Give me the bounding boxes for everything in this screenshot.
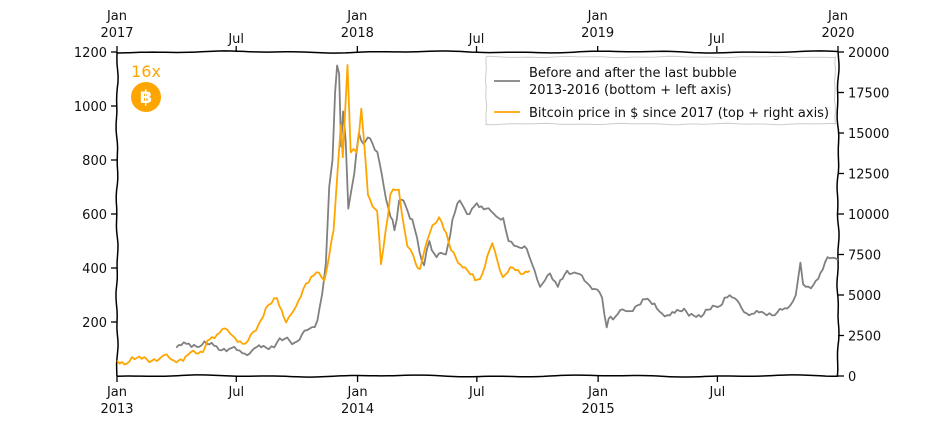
bitcoin-symbol: ฿ bbox=[140, 87, 153, 108]
bottom-tick-label: Jan bbox=[587, 385, 608, 400]
right-tick-label: 5000 bbox=[848, 289, 881, 304]
bottom-tick-sublabel: 2015 bbox=[582, 402, 615, 417]
bottom-tick-label: Jul bbox=[709, 385, 726, 400]
right-tick-label: 0 bbox=[848, 370, 856, 385]
right-spine bbox=[836, 51, 840, 377]
right-tick-label: 12500 bbox=[848, 168, 889, 183]
bottom-tick-label: Jul bbox=[468, 385, 485, 400]
right-tick-label: 2500 bbox=[848, 330, 881, 345]
top-tick-sublabel: 2019 bbox=[581, 26, 614, 41]
legend: Before and after the last bubble 2013-201… bbox=[484, 55, 837, 126]
left-tick-label: 1000 bbox=[74, 100, 107, 115]
series-line-bubble-2013-2016 bbox=[175, 64, 839, 357]
annotation: 16x ฿ bbox=[131, 62, 161, 112]
bottom-tick-sublabel: 2014 bbox=[341, 402, 374, 417]
right-tick-label: 7500 bbox=[848, 249, 881, 264]
right-tick-label: 20000 bbox=[848, 46, 889, 61]
series bbox=[116, 64, 839, 366]
left-tick-label: 200 bbox=[82, 316, 107, 331]
top-tick-label: Jan bbox=[587, 9, 608, 24]
top-tick-label: Jan bbox=[827, 9, 848, 24]
bottom-tick-label: Jan bbox=[347, 385, 368, 400]
legend-label: Before and after the last bubble bbox=[529, 66, 737, 81]
legend-box bbox=[484, 55, 837, 126]
bottom-tick-label: Jul bbox=[227, 385, 244, 400]
legend-label: Bitcoin price in $ since 2017 (top + rig… bbox=[529, 106, 829, 121]
bottom-tick-sublabel: 2013 bbox=[100, 402, 133, 417]
left-tick-label: 600 bbox=[82, 208, 107, 223]
top-tick-sublabel: 2020 bbox=[821, 26, 854, 41]
top-tick-label: Jul bbox=[708, 32, 725, 47]
top-tick-sublabel: 2018 bbox=[341, 26, 374, 41]
right-tick-label: 10000 bbox=[848, 208, 889, 223]
series-line-bitcoin-since-2017 bbox=[116, 64, 531, 366]
top-tick-label: Jul bbox=[468, 32, 485, 47]
axes: Jan 2013 Jul Jan 2014 Jul Jan 2015 Jul Jan 2017 Jul… bbox=[74, 9, 889, 417]
left-tick-label: 800 bbox=[82, 154, 107, 169]
top-tick-sublabel: 2017 bbox=[100, 26, 133, 41]
left-tick-label: 400 bbox=[82, 262, 107, 277]
annotation-16x: 16x bbox=[131, 62, 161, 81]
legend-label-line2: 2013-2016 (bottom + left axis) bbox=[529, 83, 732, 98]
top-spine bbox=[116, 50, 839, 54]
bitcoin-coin-icon bbox=[131, 82, 161, 112]
bottom-spine bbox=[116, 374, 839, 378]
bottom-tick-label: Jan bbox=[106, 385, 127, 400]
top-tick-label: Jul bbox=[227, 32, 244, 47]
top-tick-label: Jan bbox=[106, 9, 127, 24]
top-tick-label: Jan bbox=[346, 9, 367, 24]
right-tick-label: 17500 bbox=[848, 87, 889, 102]
left-tick-label: 1200 bbox=[74, 46, 107, 61]
right-tick-label: 15000 bbox=[848, 127, 889, 142]
